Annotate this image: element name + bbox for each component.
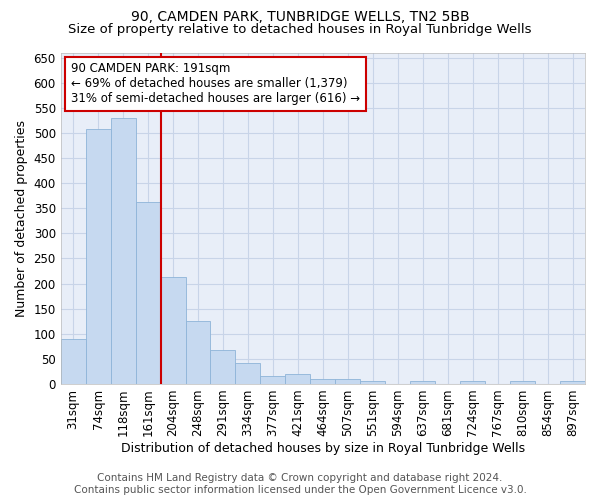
Bar	[86, 130, 110, 384]
Bar	[510, 382, 535, 384]
Bar	[410, 382, 435, 384]
Bar	[560, 382, 585, 384]
Text: 90 CAMDEN PARK: 191sqm
← 69% of detached houses are smaller (1,379)
31% of semi-: 90 CAMDEN PARK: 191sqm ← 69% of detached…	[71, 62, 360, 106]
Bar	[286, 374, 310, 384]
Bar	[110, 118, 136, 384]
Bar	[136, 202, 161, 384]
Bar	[335, 379, 360, 384]
Bar	[161, 277, 185, 384]
Bar	[185, 321, 211, 384]
Bar	[211, 350, 235, 384]
X-axis label: Distribution of detached houses by size in Royal Tunbridge Wells: Distribution of detached houses by size …	[121, 442, 525, 455]
Bar	[310, 379, 335, 384]
Text: 90, CAMDEN PARK, TUNBRIDGE WELLS, TN2 5BB: 90, CAMDEN PARK, TUNBRIDGE WELLS, TN2 5B…	[131, 10, 469, 24]
Bar	[360, 382, 385, 384]
Bar	[460, 382, 485, 384]
Text: Size of property relative to detached houses in Royal Tunbridge Wells: Size of property relative to detached ho…	[68, 22, 532, 36]
Text: Contains HM Land Registry data © Crown copyright and database right 2024.
Contai: Contains HM Land Registry data © Crown c…	[74, 474, 526, 495]
Bar	[260, 376, 286, 384]
Bar	[61, 339, 86, 384]
Y-axis label: Number of detached properties: Number of detached properties	[15, 120, 28, 316]
Bar	[235, 363, 260, 384]
